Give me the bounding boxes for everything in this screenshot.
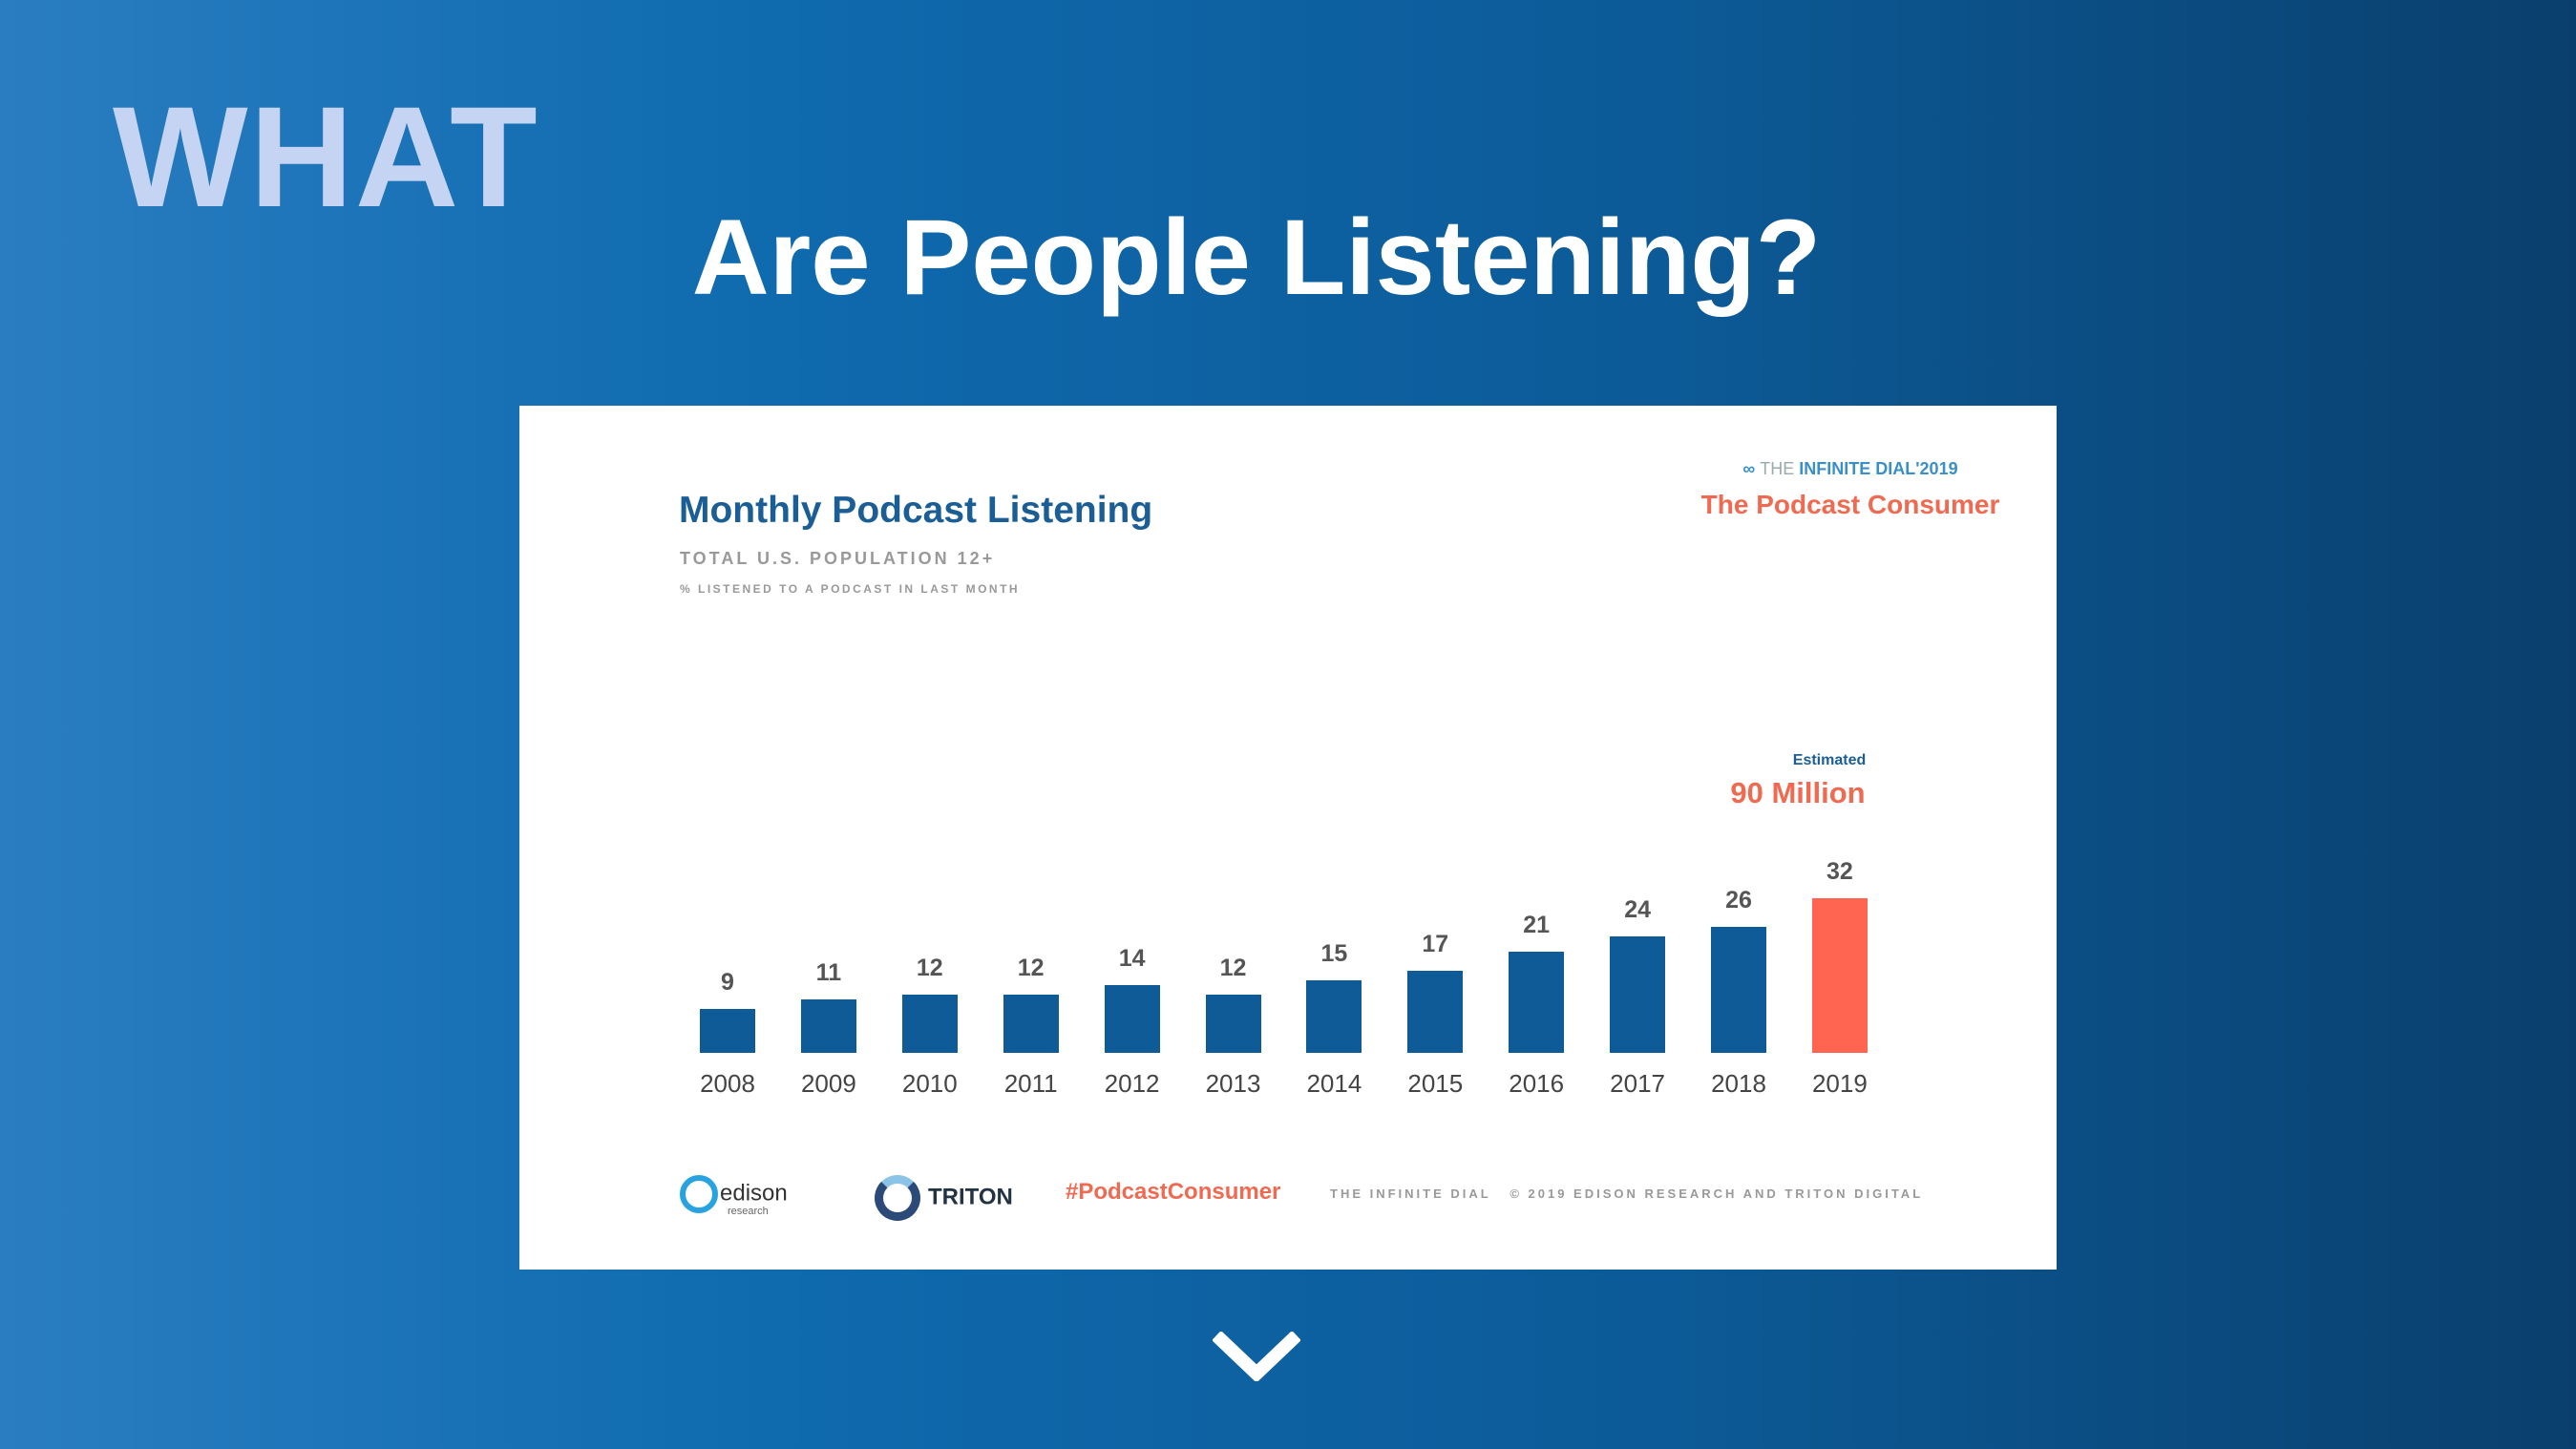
bar-2012 — [1104, 985, 1160, 1053]
x-tick-label: 2018 — [1711, 1069, 1766, 1098]
bar-value-label: 9 — [721, 969, 734, 997]
bar-2019 — [1811, 897, 1868, 1053]
report-name: The Podcast Consumer — [1700, 490, 2000, 519]
bar-value-label: 12 — [1017, 955, 1045, 982]
copyright: THE INFINITE DIAL © 2019 EDISON RESEARCH… — [1330, 1186, 1924, 1201]
x-tick-label: 2011 — [1003, 1069, 1058, 1098]
chart-title: Monthly Podcast Listening — [679, 490, 1153, 531]
edison-sub: research — [728, 1206, 769, 1217]
bar-2013 — [1205, 995, 1261, 1053]
bar-value-label: 17 — [1422, 930, 1449, 957]
x-tick-label: 2010 — [901, 1069, 958, 1098]
section-label: WHAT — [113, 76, 539, 237]
x-tick-label: 2013 — [1205, 1069, 1261, 1098]
slide-title: Are People Listening? — [691, 198, 1822, 317]
edison-text: edison — [720, 1180, 788, 1207]
brand-suffix: DIAL'2019 — [1870, 459, 1958, 478]
bar-2016 — [1509, 951, 1565, 1053]
bar-value-label: 21 — [1523, 911, 1551, 938]
brand-bold: INFINITE — [1799, 459, 1871, 478]
bar-value-label: 12 — [916, 955, 943, 982]
bar-2009 — [800, 999, 856, 1053]
bar-2008 — [700, 1009, 755, 1053]
x-tick-label: 2019 — [1811, 1069, 1868, 1098]
edison-icon — [680, 1175, 718, 1213]
bar-value-label: 26 — [1725, 887, 1752, 914]
bar-value-label: 12 — [1219, 955, 1247, 982]
bar-2011 — [1003, 995, 1059, 1053]
chevron-down-icon[interactable] — [1213, 1332, 1300, 1381]
bar-value-label: 11 — [815, 959, 842, 987]
triton-text: TRITON — [928, 1184, 1013, 1210]
x-tick-label: 2014 — [1306, 1069, 1362, 1098]
triton-logo: TRITON — [875, 1175, 1013, 1221]
triton-icon — [875, 1175, 920, 1221]
bar-2018 — [1711, 927, 1766, 1053]
x-tick-label: 2015 — [1407, 1069, 1464, 1098]
chart-card: Monthly Podcast Listening TOTAL U.S. POP… — [519, 406, 2057, 1270]
edison-logo: edison research — [680, 1175, 788, 1217]
bar-value-label: 24 — [1624, 896, 1651, 924]
infinite-dial-logo: ∞ THE INFINITE DIAL'2019 — [1742, 459, 1957, 479]
bar-2010 — [901, 995, 958, 1053]
bar-2015 — [1407, 970, 1464, 1053]
x-tick-label: 2016 — [1509, 1069, 1565, 1098]
annotation-value: 90 Million — [1730, 776, 1866, 809]
x-tick-label: 2017 — [1610, 1069, 1666, 1098]
hashtag: #PodcastConsumer — [1066, 1179, 1281, 1205]
x-tick-label: 2009 — [800, 1069, 856, 1098]
bar-2014 — [1306, 979, 1362, 1053]
x-tick-label: 2012 — [1104, 1069, 1160, 1098]
infinity-icon: ∞ — [1742, 459, 1761, 478]
bar-value-label: 15 — [1320, 939, 1348, 967]
chart-ylabel: % LISTENED TO A PODCAST IN LAST MONTH — [680, 582, 1021, 596]
x-tick-label: 2008 — [700, 1069, 755, 1098]
bar-value-label: 14 — [1118, 945, 1146, 973]
bar-value-label: 32 — [1826, 857, 1853, 885]
chart-subtitle: TOTAL U.S. POPULATION 12+ — [680, 549, 996, 568]
annotation-label: Estimated — [1792, 752, 1867, 768]
bar-2017 — [1610, 936, 1666, 1053]
brand-prefix: THE — [1760, 459, 1800, 478]
